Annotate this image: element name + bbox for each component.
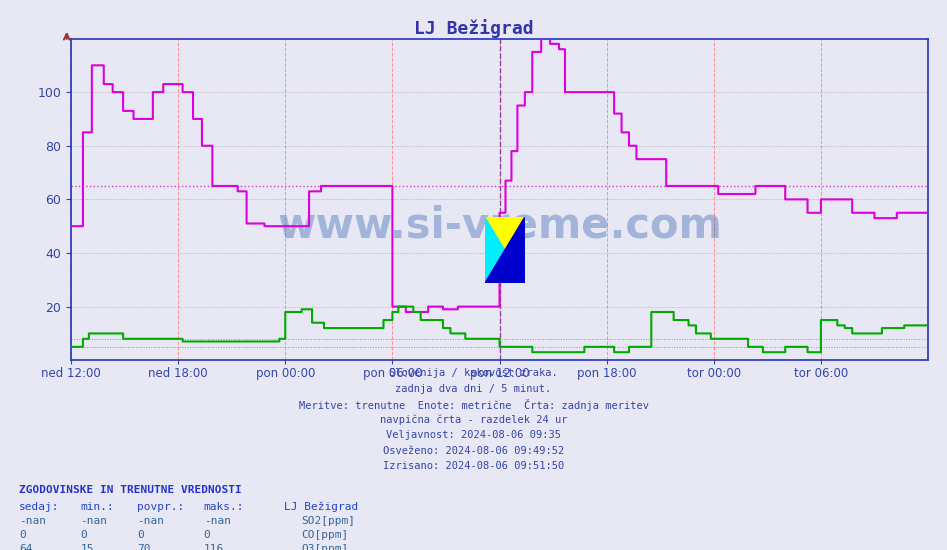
Text: -nan: -nan [80, 516, 108, 526]
Polygon shape [485, 217, 525, 283]
Text: www.si-vreme.com: www.si-vreme.com [277, 204, 722, 246]
Text: 116: 116 [204, 544, 223, 550]
Text: -nan: -nan [137, 516, 165, 526]
Text: LJ Bežigrad: LJ Bežigrad [414, 19, 533, 39]
Text: Veljavnost: 2024-08-06 09:35: Veljavnost: 2024-08-06 09:35 [386, 430, 561, 440]
Text: 0: 0 [204, 530, 210, 540]
Text: min.:: min.: [80, 502, 115, 512]
Text: sedaj:: sedaj: [19, 502, 60, 512]
Text: Meritve: trenutne  Enote: metrične  Črta: zadnja meritev: Meritve: trenutne Enote: metrične Črta: … [298, 399, 649, 411]
Text: CO[ppm]: CO[ppm] [301, 530, 348, 540]
Text: O3[ppm]: O3[ppm] [301, 544, 348, 550]
Polygon shape [485, 217, 525, 283]
Polygon shape [485, 217, 525, 283]
Text: 64: 64 [19, 544, 32, 550]
Text: 0: 0 [137, 530, 144, 540]
Text: LJ Bežigrad: LJ Bežigrad [284, 502, 358, 512]
Text: maks.:: maks.: [204, 502, 244, 512]
Text: Osveženo: 2024-08-06 09:49:52: Osveženo: 2024-08-06 09:49:52 [383, 446, 564, 455]
Text: SO2[ppm]: SO2[ppm] [301, 516, 355, 526]
Text: -nan: -nan [19, 516, 46, 526]
Text: -nan: -nan [204, 516, 231, 526]
Text: ZGODOVINSKE IN TRENUTNE VREDNOSTI: ZGODOVINSKE IN TRENUTNE VREDNOSTI [19, 485, 241, 495]
Text: navpična črta - razdelek 24 ur: navpična črta - razdelek 24 ur [380, 415, 567, 425]
Text: Izrisano: 2024-08-06 09:51:50: Izrisano: 2024-08-06 09:51:50 [383, 461, 564, 471]
Text: Slovenija / kakovost zraka.: Slovenija / kakovost zraka. [389, 368, 558, 378]
Text: 0: 0 [19, 530, 26, 540]
Text: povpr.:: povpr.: [137, 502, 185, 512]
Text: 0: 0 [80, 530, 87, 540]
Text: zadnja dva dni / 5 minut.: zadnja dva dni / 5 minut. [396, 384, 551, 394]
Text: 15: 15 [80, 544, 94, 550]
Text: 70: 70 [137, 544, 151, 550]
